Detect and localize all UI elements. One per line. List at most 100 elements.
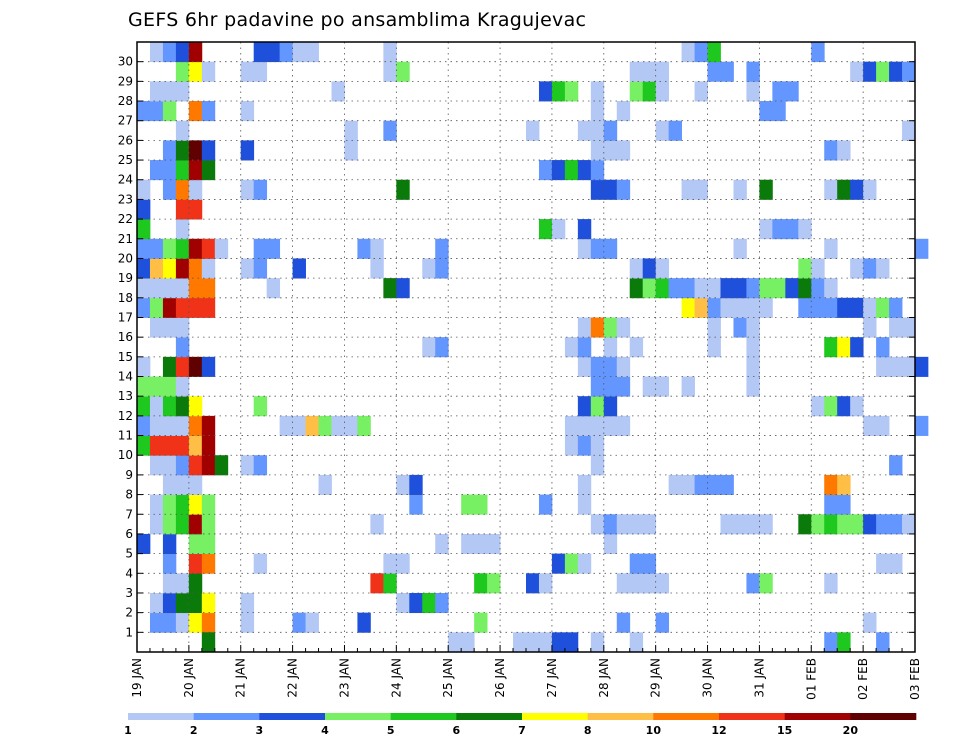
heatmap-cell bbox=[201, 140, 216, 161]
heatmap-cell bbox=[681, 297, 695, 318]
heatmap-cell bbox=[344, 120, 358, 141]
heatmap-cell bbox=[201, 592, 216, 614]
heatmap-cell bbox=[629, 81, 644, 102]
legend: 1 2 3 4 5 6 7 8 10 12 15 20 bbox=[124, 713, 917, 737]
heatmap-cell bbox=[266, 238, 281, 259]
heatmap-cell bbox=[850, 337, 864, 358]
heatmap-cell bbox=[526, 120, 540, 141]
y-tick-label: 23 bbox=[118, 192, 133, 206]
heatmap-cell bbox=[162, 356, 177, 377]
heatmap-cell bbox=[629, 278, 644, 299]
heatmap-cell bbox=[603, 415, 618, 436]
heatmap-cell bbox=[175, 356, 190, 377]
heatmap-cell bbox=[889, 514, 903, 535]
heatmap-cell bbox=[720, 278, 734, 299]
heatmap-cell bbox=[137, 258, 151, 279]
heatmap-cell bbox=[370, 514, 384, 535]
x-tick-label: 26 JAN bbox=[493, 658, 507, 698]
heatmap-cell bbox=[577, 396, 592, 417]
heatmap-cell bbox=[668, 474, 682, 495]
heatmap-cell bbox=[435, 238, 449, 259]
heatmap-cell bbox=[811, 42, 825, 63]
legend-swatch bbox=[850, 713, 917, 720]
heatmap-cell bbox=[850, 258, 864, 279]
legend-swatch bbox=[719, 713, 785, 720]
heatmap-cell bbox=[577, 435, 592, 456]
heatmap-cell bbox=[162, 317, 177, 338]
heatmap-cell bbox=[694, 179, 708, 200]
heatmap-cell bbox=[876, 61, 890, 82]
heatmap-cell bbox=[383, 573, 397, 594]
heatmap-cell bbox=[188, 474, 203, 495]
heatmap-cell bbox=[902, 120, 916, 141]
y-tick-label: 6 bbox=[125, 527, 133, 541]
heatmap-cell bbox=[824, 297, 838, 318]
heatmap-cell bbox=[590, 238, 605, 259]
heatmap-cell bbox=[162, 278, 177, 299]
heatmap-cell bbox=[175, 278, 190, 299]
y-tick-label: 14 bbox=[118, 370, 133, 384]
legend-swatch bbox=[456, 713, 523, 720]
heatmap-cell bbox=[707, 42, 721, 63]
heatmap-cell bbox=[733, 238, 747, 259]
heatmap-cell bbox=[668, 278, 682, 299]
heatmap-cell bbox=[162, 533, 177, 555]
heatmap-cell bbox=[175, 81, 190, 102]
heatmap-cell bbox=[188, 356, 203, 377]
legend-swatch bbox=[193, 713, 260, 720]
heatmap-cell bbox=[422, 592, 436, 614]
heatmap-cell bbox=[590, 396, 605, 417]
y-tick-label: 15 bbox=[118, 350, 133, 364]
heatmap-cell bbox=[616, 179, 631, 200]
x-tick-label: 20 JAN bbox=[182, 658, 196, 698]
heatmap-cell bbox=[162, 396, 177, 417]
heatmap-cell bbox=[253, 553, 268, 574]
heatmap-cell bbox=[850, 61, 864, 82]
heatmap-cell bbox=[733, 514, 747, 535]
heatmap-cell bbox=[642, 376, 657, 397]
heatmap-cell bbox=[746, 81, 760, 102]
heatmap-cell bbox=[162, 140, 177, 161]
heatmap-cell bbox=[149, 317, 164, 338]
heatmap-cell bbox=[396, 592, 410, 614]
heatmap-cell bbox=[318, 474, 332, 495]
heatmap-cell bbox=[383, 61, 397, 82]
heatmap-cell bbox=[162, 81, 177, 102]
y-tick-label: 24 bbox=[118, 173, 133, 187]
heatmap-cell bbox=[370, 238, 384, 259]
heatmap-cell bbox=[344, 415, 358, 436]
heatmap-cell bbox=[201, 494, 216, 515]
x-tick-label: 27 JAN bbox=[545, 658, 559, 698]
legend-label: 15 bbox=[777, 724, 792, 737]
heatmap-cell bbox=[149, 494, 164, 515]
heatmap-cell bbox=[201, 160, 216, 181]
heatmap-cell bbox=[655, 376, 670, 397]
y-tick-label: 28 bbox=[118, 94, 133, 108]
heatmap-cell bbox=[279, 42, 293, 63]
heatmap-cell bbox=[175, 396, 190, 417]
heatmap-cell bbox=[175, 337, 190, 358]
heatmap-cell bbox=[824, 278, 838, 299]
heatmap-cell bbox=[590, 514, 605, 535]
heatmap-cell bbox=[798, 258, 812, 279]
heatmap-cell bbox=[162, 42, 177, 63]
heatmap-cell bbox=[707, 317, 721, 338]
heatmap-cell bbox=[811, 514, 825, 535]
heatmap-cell bbox=[149, 258, 164, 279]
heatmap-cell bbox=[149, 101, 164, 122]
heatmap-cell bbox=[655, 573, 670, 594]
heatmap-cell bbox=[175, 376, 190, 397]
heatmap-cell bbox=[733, 278, 747, 299]
heatmap-cell bbox=[889, 317, 903, 338]
heatmap-cell bbox=[409, 592, 423, 614]
heatmap-cell bbox=[188, 553, 203, 574]
heatmap-cell bbox=[863, 612, 877, 633]
heatmap-cell bbox=[681, 474, 695, 495]
y-tick-label: 27 bbox=[118, 114, 133, 128]
heatmap-cell bbox=[149, 297, 164, 318]
heatmap-cell bbox=[409, 494, 423, 515]
heatmap-cell bbox=[577, 317, 592, 338]
heatmap-cell bbox=[175, 573, 190, 594]
x-tick-label: 23 JAN bbox=[337, 658, 351, 698]
heatmap-cell bbox=[137, 376, 151, 397]
